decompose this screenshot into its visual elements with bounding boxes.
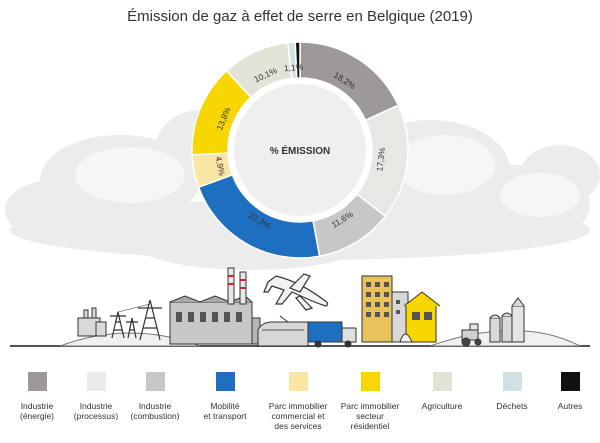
legend-label: Parc immobilier	[340, 401, 400, 411]
legend-label: commercial et	[271, 411, 325, 421]
donut-slice-label: 17,3%	[374, 146, 387, 172]
legend-swatch	[86, 372, 106, 391]
legend-item: Mobilité et transport	[190, 372, 260, 421]
legend-label: Agriculture	[421, 401, 463, 411]
legend-label: des services	[274, 421, 322, 431]
legend-swatch	[360, 372, 380, 391]
cloud-highlights	[75, 135, 580, 217]
legend-label: Industrie	[138, 401, 172, 411]
truck-icon	[307, 321, 357, 348]
legend-label: Industrie	[20, 401, 54, 411]
legend-item: Industrie (processus)	[61, 372, 131, 421]
chart-title: Émission de gaz à effet de serre en Belg…	[127, 8, 473, 25]
legend-label: secteur	[356, 411, 384, 421]
legend-label: Parc immobilier	[268, 401, 328, 411]
buildings-icon	[361, 275, 441, 343]
legend-swatch	[215, 372, 235, 391]
donut-slice-label: 1,1%	[283, 62, 304, 74]
legend-item: Industrie (combustion)	[120, 372, 190, 421]
legend-label: (processus)	[73, 411, 119, 421]
legend-swatch	[27, 372, 47, 391]
silos-icon	[489, 297, 525, 343]
airplane-icon	[263, 273, 329, 311]
legend-item: Agriculture	[407, 372, 477, 411]
legend-swatch	[560, 372, 580, 391]
legend-item: Déchets	[477, 372, 547, 411]
legend-label: (énergie)	[19, 411, 55, 421]
legend-item: Autres	[535, 372, 600, 411]
tractor-icon	[461, 323, 482, 347]
power-station-icon	[77, 307, 107, 337]
legend-item: Industrie (énergie)	[2, 372, 72, 421]
donut-slice	[294, 41, 301, 79]
factory-icon	[169, 267, 261, 345]
legend-item: Parc immobilier commercial et des services	[263, 372, 333, 431]
legend-label: Industrie	[79, 401, 113, 411]
chart-scene: % ÉMISSION 18,2%17,3%11,6%22,3%4,9%13,8%…	[5, 41, 600, 348]
legend-swatch	[502, 372, 522, 391]
legend-label: Mobilité	[210, 401, 240, 411]
legend-swatch	[288, 372, 308, 391]
legend-label: Autres	[557, 401, 583, 411]
pylons-icon	[110, 299, 162, 341]
legend-label: Déchets	[496, 401, 528, 411]
donut-slice-label: 4,9%	[214, 155, 228, 176]
legend-label: et transport	[203, 411, 247, 421]
legend-label: (combustion)	[130, 411, 180, 421]
legend: Industrie (énergie) Industrie (processus) In…	[0, 372, 600, 442]
donut-center-label: % ÉMISSION	[270, 144, 331, 157]
legend-item: Parc immobilier secteur résidentiel	[335, 372, 405, 431]
legend-label: résidentiel	[350, 421, 390, 431]
legend-swatch	[145, 372, 165, 391]
train-icon	[257, 315, 309, 347]
legend-swatch	[432, 372, 452, 391]
donut-hole	[230, 80, 370, 220]
